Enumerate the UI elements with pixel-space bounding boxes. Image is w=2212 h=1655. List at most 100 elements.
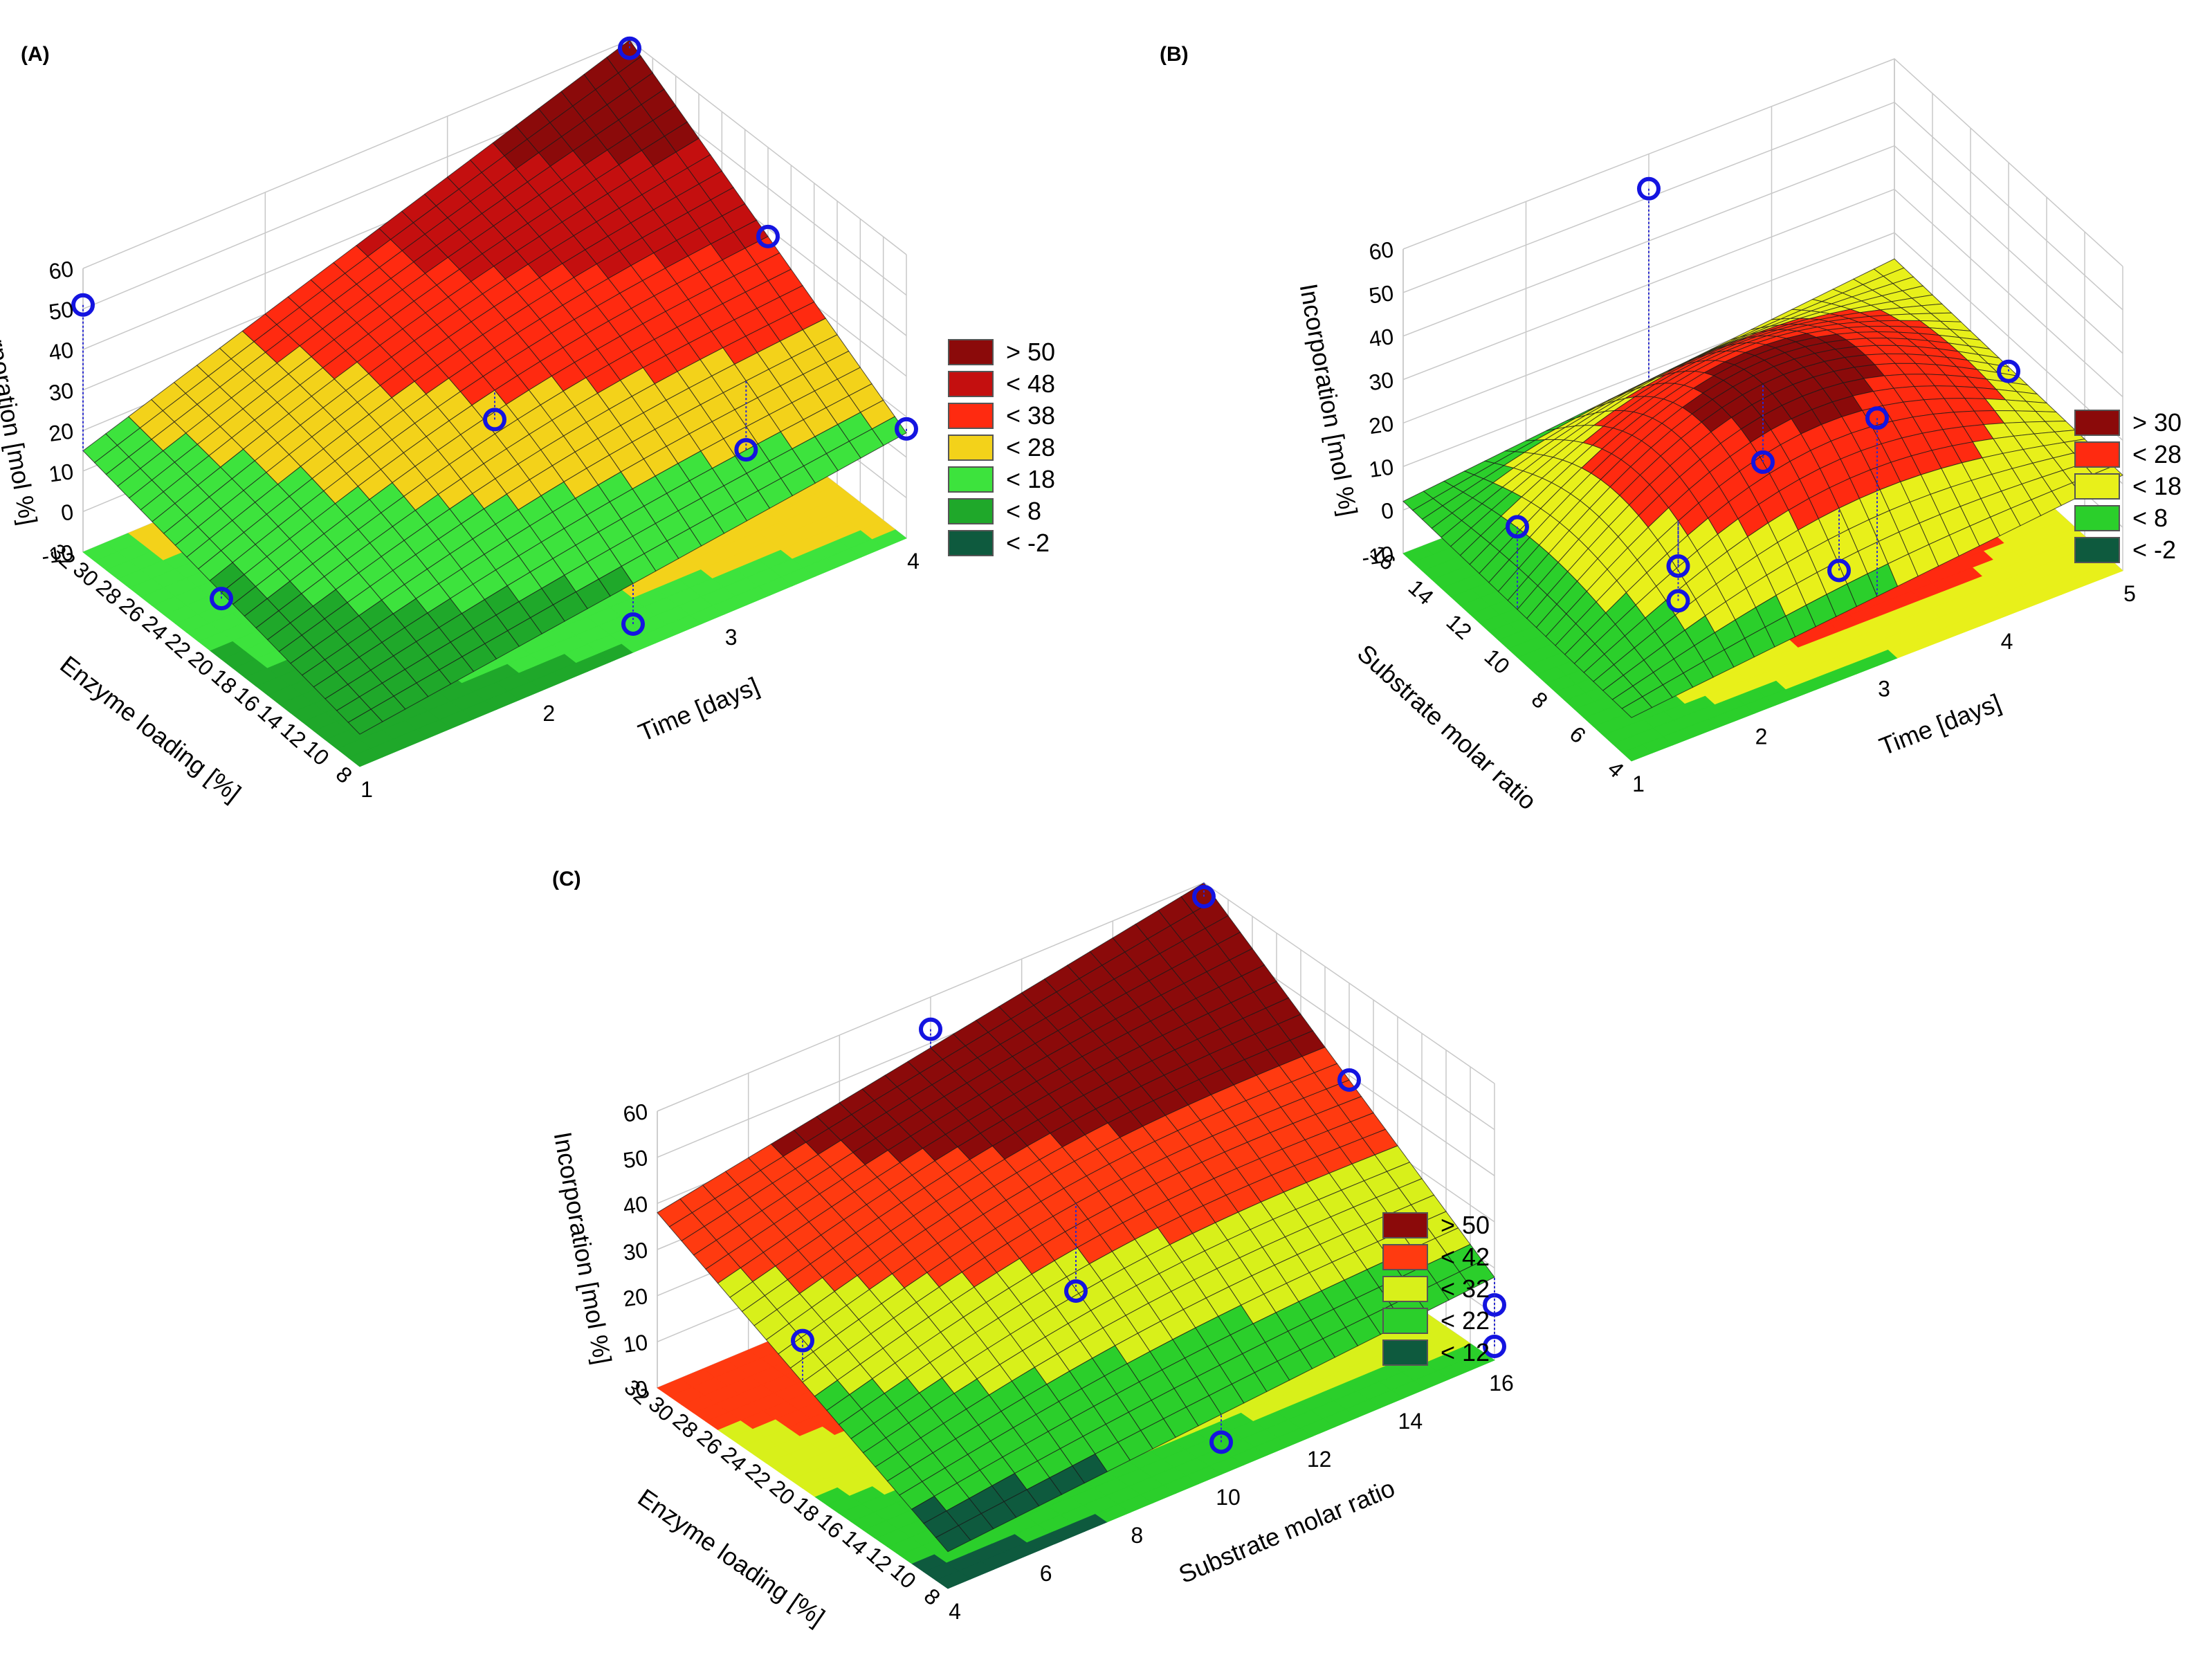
gridline [1402,145,2123,354]
x-axis-title: Time [days] [1875,688,2004,761]
legend-swatch [1382,1244,1428,1270]
legend-b-item: > 30 [2074,407,2182,439]
legend-text: < 8 [2132,504,2168,532]
legend-swatch [948,435,994,461]
data-point [734,438,758,462]
legend-swatch [2074,537,2120,563]
legend-text: < 48 [1006,369,1056,398]
data-point [1827,558,1851,583]
legend-swatch [948,530,994,556]
x-tick-label: 14 [1398,1409,1423,1434]
x-tick-label: 1 [360,777,373,802]
panel-a-label: (A) [21,43,50,66]
legend-c-item: < 42 [1382,1241,1490,1273]
x-axis-title: Time [days] [634,671,763,747]
legend-swatch [2074,505,2120,531]
z-axis-title: Incorporation [mol %] [1295,282,1363,518]
z-axis-title: Incorporation [mol %] [0,291,43,527]
z-tick-label: 50 [1367,280,1395,309]
z-tick-label: 50 [47,297,75,325]
data-point [483,408,506,432]
legend-swatch [1382,1276,1428,1302]
surface-plot-c: 0102030405060468101214168101214161820222… [549,882,1514,1631]
z-tick-label: 0 [634,1375,650,1402]
legend-swatch [948,339,994,365]
legend-swatch [1382,1212,1428,1238]
legend-a-item: < -2 [948,527,1055,559]
z-tick-label: -10 [1360,541,1396,570]
z-tick-label: 50 [621,1145,649,1173]
legend-a-item: < 48 [948,368,1055,400]
z-tick-label: 40 [1367,324,1395,352]
legend-b-item: < 8 [2074,502,2182,534]
legend-text: < -2 [2132,536,2177,564]
surface [657,882,1495,1553]
data-point [895,417,918,441]
legend-a-item: < 18 [948,464,1055,495]
x-tick-label: 2 [1755,724,1768,749]
legend-text: < -2 [1006,529,1050,557]
legend-swatch [948,371,994,397]
data-point [621,612,645,636]
y-tick-label: 4 [1603,756,1629,783]
data-point [1997,359,2020,383]
z-tick-label: 40 [621,1191,649,1220]
legend-a-item: < 38 [948,400,1055,432]
data-point [1483,1335,1506,1358]
data-point [1865,406,1889,430]
z-tick-label: 60 [1367,237,1395,265]
y-tick-label: 8 [331,761,357,788]
legend-text: < 18 [2132,472,2182,500]
x-tick-label: 8 [1131,1523,1143,1548]
z-tick-label: 20 [47,418,75,446]
z-tick-label: 20 [1367,411,1395,439]
legend-text: < 38 [1006,401,1056,430]
gridline [1402,58,2123,267]
data-points [71,36,918,636]
legend-b: > 30 < 28 < 18 < 8 < -2 [2074,407,2182,566]
data-point [1064,1279,1088,1303]
legend-c: > 50 < 42 < 32 < 22 < 12 [1382,1209,1490,1369]
legend-text: < 42 [1441,1243,1490,1271]
z-tick-label: 60 [621,1099,649,1127]
legend-a-item: < 8 [948,495,1055,527]
surface-cell [1459,1260,1495,1290]
panel-b: (B) -10 0 10 20 30 40 50 60 1 2 3 4 5 4 6 8 10 12 14 16 Time… [1106,0,2212,828]
legend-a: > 50 < 48 < 38 < 28 < 18 < 8 < -2 [948,336,1055,559]
data-point [756,224,780,248]
panel-c-label: (C) [552,868,581,890]
z-axis-title: Incorporation [mol %] [549,1130,617,1366]
data-point [1337,1068,1361,1092]
surface-plot-a: -100102030405060123481012141618202224262… [0,36,920,807]
legend-text: > 50 [1006,338,1056,366]
data-points [791,883,1506,1454]
z-tick-label: 30 [621,1237,649,1265]
z-tick-label: 60 [47,256,75,284]
z-tick-label: 30 [47,378,75,406]
legend-swatch [1382,1339,1428,1366]
panel-b-label: (B) [1160,43,1189,66]
legend-swatch [948,466,994,493]
legend-swatch [948,403,994,429]
z-tick-label: -10 [40,540,75,569]
x-tick-label: 12 [1307,1447,1332,1472]
data-point [1666,589,1690,613]
legend-b-item: < 28 [2074,439,2182,470]
data-point [919,1017,942,1041]
z-tick-label: 20 [621,1283,649,1312]
panel-c: (C) 0 10 20 30 40 50 60 4 6 8 10 12 14 16 8 10 12 14 16 18 2… [540,828,1674,1655]
legend-c-item: < 32 [1382,1273,1490,1305]
z-tick-label: 10 [1367,454,1395,482]
x-tick-label: 4 [949,1599,961,1624]
y-tick-label: 8 [1527,686,1553,713]
plot-group: -100102030405060123481012141618202224262… [0,36,920,807]
legend-a-item: < 28 [948,432,1055,464]
plot-group: 0102030405060468101214168101214161820222… [549,882,1514,1631]
legend-text: < 22 [1441,1306,1490,1335]
data-point [618,36,641,60]
x-tick-label: 16 [1489,1371,1514,1396]
legend-a-item: > 50 [948,336,1055,368]
y-tick-label: 6 [1565,721,1591,748]
